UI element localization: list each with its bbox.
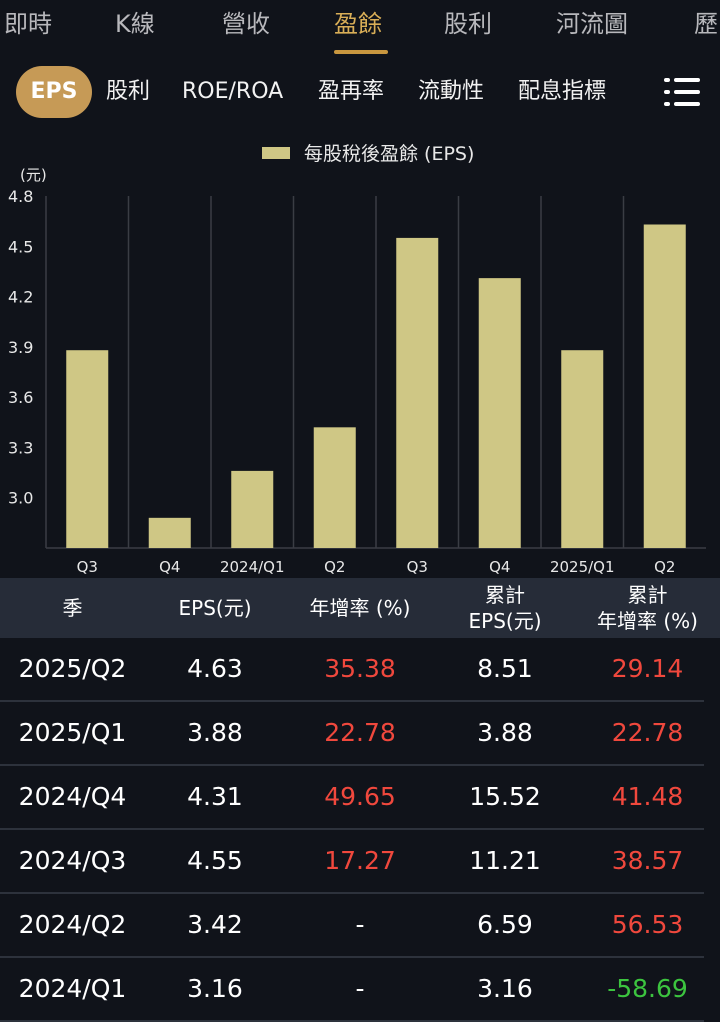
cell-eps: 4.31 [187, 782, 243, 811]
cell-eps: 4.63 [187, 654, 243, 683]
tab-dividend[interactable]: 股利 [444, 10, 492, 38]
table-body: 2025/Q2 4.63 35.38 8.51 29.14 2025/Q1 3.88 22.7… [0, 638, 720, 1022]
top-tab-bar: 即時 K線 營收 盈餘 股利 河流圖 歷 [0, 0, 720, 56]
x-tick-label: Q4 [159, 558, 180, 576]
cell-season: 2025/Q1 [18, 718, 127, 747]
eps-bar [148, 517, 191, 548]
tab-realtime[interactable]: 即時 [4, 10, 52, 38]
tab-river-chart[interactable]: 河流圖 [556, 10, 628, 38]
cell-yoy: 49.65 [324, 782, 396, 811]
x-tick-label: 2024/Q1 [220, 558, 285, 576]
eps-chart: 每股稅後盈餘 (EPS) (元) 4.8 4.5 4.2 3.9 3.6 3.3 3.0 Q3… [0, 130, 720, 578]
tab-revenue[interactable]: 營收 [222, 10, 270, 38]
y-tick-label: 4.2 [8, 288, 33, 307]
header-yoy: 年增率 (%) [309, 596, 411, 620]
subtab-liquidity[interactable]: 流動性 [418, 79, 485, 104]
x-tick-label: Q2 [324, 558, 345, 576]
eps-bar [643, 224, 686, 548]
eps-bar [561, 350, 604, 548]
header-eps: EPS(元) [178, 596, 252, 620]
y-tick-label: 4.5 [8, 237, 33, 256]
cell-cum-eps: 11.21 [469, 846, 541, 875]
table-row: 2024/Q1 3.16 - 3.16 -58.69 [0, 958, 704, 1022]
cell-yoy: 22.78 [324, 718, 396, 747]
chart-legend: 每股稅後盈餘 (EPS) [262, 142, 474, 166]
cell-season: 2024/Q1 [18, 974, 127, 1003]
table-row: 2024/Q2 3.42 - 6.59 56.53 [0, 894, 704, 958]
cell-yoy: 17.27 [324, 846, 396, 875]
chart-plot: 4.8 4.5 4.2 3.9 3.6 3.3 3.0 Q3 Q4 2024/Q1 Q2 Q3 Q4 20… [8, 187, 706, 576]
table-row: 2025/Q1 3.88 22.78 3.88 22.78 [0, 702, 704, 766]
cell-eps: 4.55 [187, 846, 243, 875]
cell-cum-yoy: 38.57 [611, 846, 684, 875]
eps-bar [396, 237, 439, 548]
cell-cum-eps: 3.16 [477, 974, 533, 1003]
eps-bar [478, 278, 521, 548]
x-tick-label: Q3 [407, 558, 428, 576]
x-tick-label: 2025/Q1 [550, 558, 615, 576]
sub-tab-bar: EPS 股利 ROE/ROA 盈再率 流動性 配息指標 [0, 62, 720, 122]
cell-eps: 3.16 [187, 974, 243, 1003]
table-row: 2025/Q2 4.63 35.38 8.51 29.14 [0, 638, 704, 702]
x-tick-label: Q2 [654, 558, 675, 576]
cell-season: 2024/Q2 [18, 910, 127, 939]
eps-table: 季 EPS(元) 年增率 (%) 累計 EPS(元) 累計 年增率 (%) 20… [0, 578, 720, 1022]
header-cum-eps: 累計 EPS(元) [468, 583, 542, 633]
table-row: 2024/Q4 4.31 49.65 15.52 41.48 [0, 766, 704, 830]
subtab-roe-roa[interactable]: ROE/ROA [182, 79, 284, 104]
cell-season: 2024/Q3 [18, 846, 127, 875]
cell-cum-eps: 8.51 [477, 654, 533, 683]
menu-icon[interactable] [664, 78, 700, 106]
cell-cum-eps: 15.52 [469, 782, 541, 811]
y-tick-label: 3.9 [8, 338, 33, 357]
legend-swatch [262, 147, 290, 159]
table-header: 季 EPS(元) 年增率 (%) 累計 EPS(元) 累計 年增率 (%) [0, 578, 720, 638]
subtab-eps[interactable]: EPS [16, 66, 92, 118]
y-axis-unit: (元) [20, 166, 47, 184]
eps-bar [231, 470, 274, 548]
eps-bar [313, 427, 356, 548]
cell-eps: 3.42 [187, 910, 243, 939]
header-cum-yoy: 累計 年增率 (%) [597, 583, 698, 633]
cell-cum-yoy: 29.14 [611, 654, 684, 683]
eps-bar [66, 350, 109, 548]
y-tick-label: 3.3 [8, 438, 33, 457]
tab-history[interactable]: 歷 [694, 10, 718, 38]
cell-yoy: - [355, 910, 365, 939]
table-row: 2024/Q3 4.55 17.27 11.21 38.57 [0, 830, 704, 894]
cell-season: 2025/Q2 [18, 654, 127, 683]
legend-label: 每股稅後盈餘 (EPS) [304, 143, 475, 165]
cell-cum-yoy: 22.78 [611, 718, 684, 747]
cell-cum-yoy: 41.48 [611, 782, 684, 811]
y-tick-label: 3.0 [8, 489, 33, 508]
cell-cum-yoy: -58.69 [607, 974, 688, 1003]
y-tick-label: 3.6 [8, 388, 33, 407]
x-tick-label: Q3 [77, 558, 98, 576]
cell-cum-eps: 6.59 [477, 910, 533, 939]
cell-cum-eps: 3.88 [477, 718, 533, 747]
y-tick-label: 4.8 [8, 187, 33, 206]
cell-yoy: 35.38 [324, 654, 396, 683]
header-season: 季 [62, 596, 83, 620]
cell-season: 2024/Q4 [18, 782, 127, 811]
cell-cum-yoy: 56.53 [611, 910, 684, 939]
cell-yoy: - [355, 974, 365, 1003]
x-tick-label: Q4 [489, 558, 510, 576]
subtab-dividend[interactable]: 股利 [106, 79, 151, 104]
cell-eps: 3.88 [187, 718, 243, 747]
tab-kline[interactable]: K線 [115, 10, 155, 38]
tab-earnings[interactable]: 盈餘 [334, 10, 382, 38]
active-tab-indicator [334, 50, 388, 54]
subtab-dividend-indicators[interactable]: 配息指標 [518, 79, 607, 104]
subtab-reinvestment-rate[interactable]: 盈再率 [318, 79, 385, 104]
